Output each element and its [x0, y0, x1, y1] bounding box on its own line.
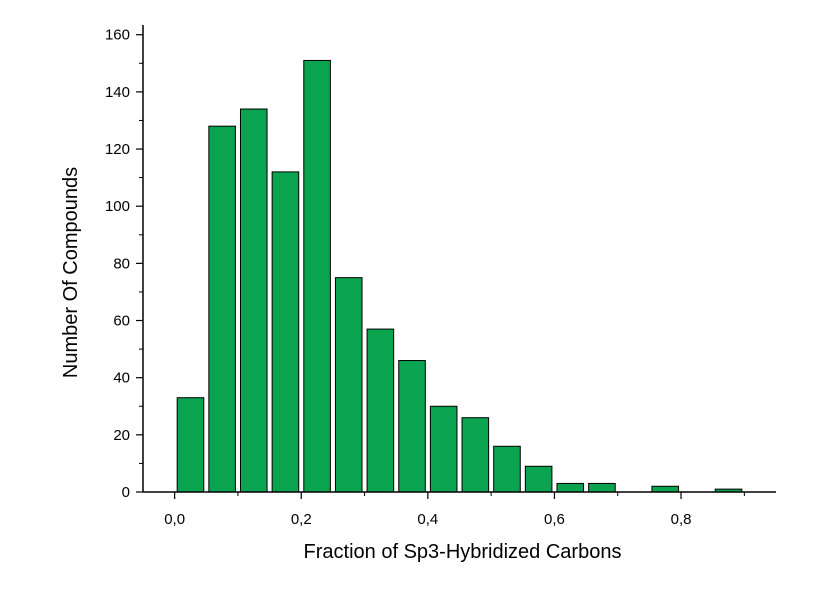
bar: [651, 485, 680, 493]
bar: [271, 171, 300, 493]
bar: [303, 59, 331, 493]
bar: [239, 108, 268, 493]
bar: [493, 445, 521, 493]
y-tick-label: 160: [105, 27, 130, 44]
y-tick-label: 20: [113, 427, 130, 444]
x-tick-label: 0,2: [291, 511, 312, 528]
y-axis-title: Number Of Compounds: [60, 167, 82, 378]
x-tick-label: 0,4: [417, 511, 438, 528]
axes: [142, 25, 776, 493]
y-tick-label: 120: [105, 141, 130, 158]
y-tick-label: 100: [105, 198, 130, 215]
bar: [366, 328, 395, 493]
bar: [398, 360, 426, 493]
x-tick-label: 0,8: [671, 511, 692, 528]
bar: [588, 482, 616, 493]
bar: [208, 125, 236, 493]
x-tick-label: 0,6: [544, 511, 565, 528]
bar: [429, 405, 458, 493]
bar: [556, 482, 585, 493]
bar-group: [176, 59, 743, 493]
y-tick-label: 0: [122, 484, 130, 501]
y-tick-label: 40: [113, 370, 130, 387]
y-tick-label: 80: [113, 255, 130, 272]
bar: [461, 417, 490, 493]
x-tick-label: 0,0: [164, 511, 185, 528]
bar: [524, 465, 553, 493]
bar: [176, 397, 205, 493]
y-tick-label: 140: [105, 84, 130, 101]
y-tick-label: 60: [113, 313, 130, 330]
bar: [334, 277, 363, 493]
x-axis-title: Fraction of Sp3-Hybridized Carbons: [304, 541, 622, 563]
tick-group: 0 20 40 60 80 100 120 140 160 0,0 0,2 0,4 0,6 0,8: [105, 27, 745, 528]
